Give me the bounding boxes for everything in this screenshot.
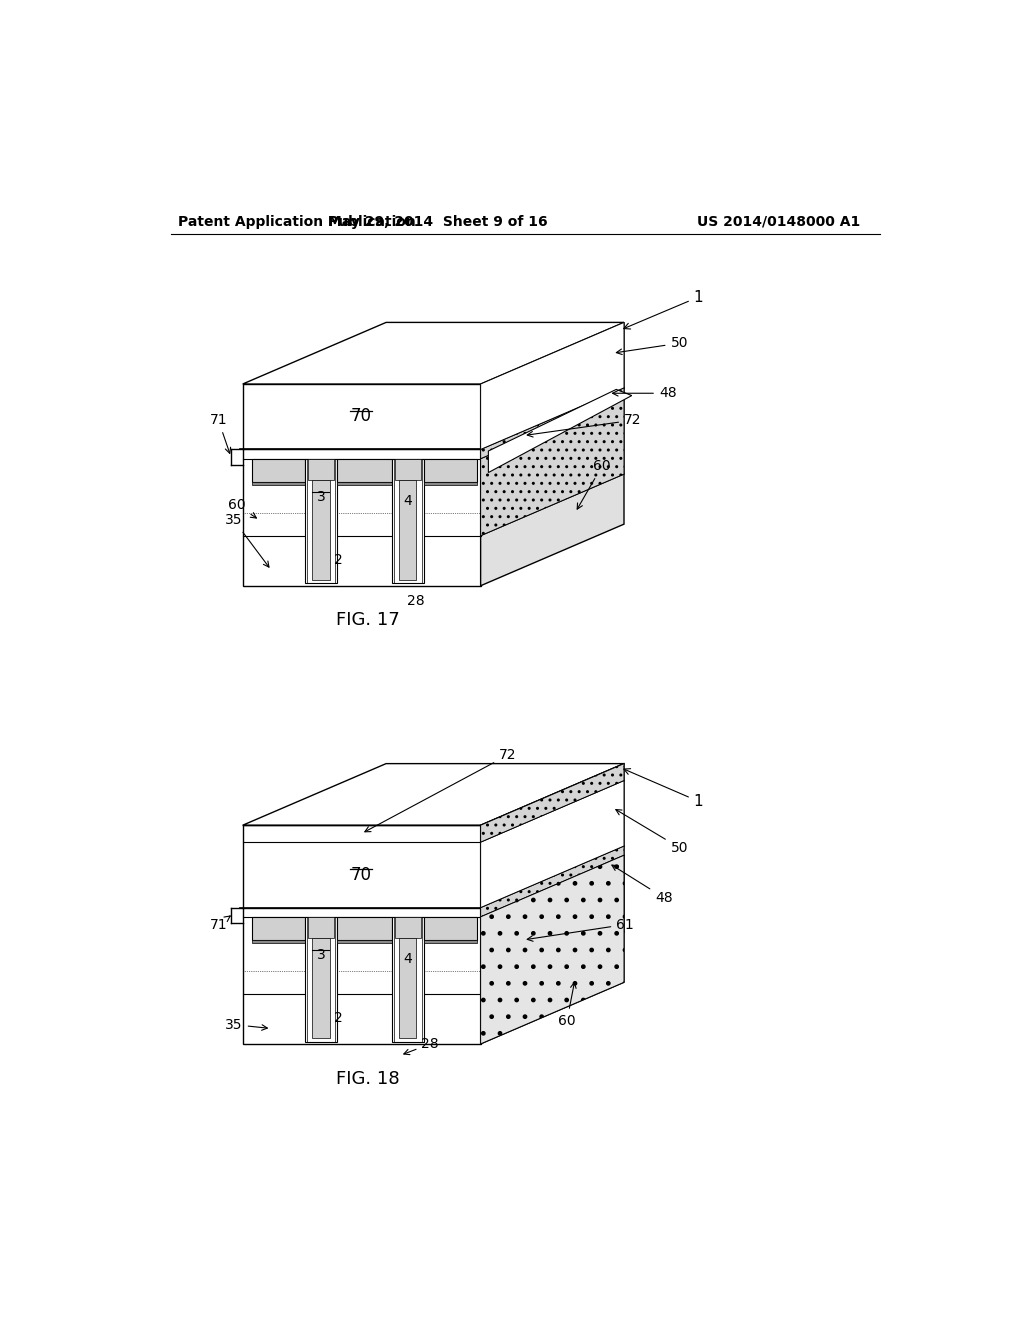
Polygon shape [305, 917, 337, 1041]
Text: 28: 28 [407, 594, 424, 609]
Text: 70: 70 [351, 866, 372, 883]
Polygon shape [394, 459, 421, 480]
Text: Patent Application Publication: Patent Application Publication [178, 215, 416, 228]
Text: 71: 71 [210, 413, 230, 453]
Polygon shape [391, 459, 424, 583]
Polygon shape [337, 482, 391, 484]
Text: 48: 48 [612, 865, 673, 904]
Polygon shape [252, 459, 305, 482]
Text: 2: 2 [334, 1011, 342, 1026]
Polygon shape [480, 763, 624, 1044]
Text: 3: 3 [316, 490, 326, 504]
Polygon shape [480, 780, 624, 908]
Polygon shape [480, 322, 624, 449]
Text: 35: 35 [225, 513, 269, 568]
Polygon shape [312, 939, 330, 1038]
Polygon shape [399, 480, 417, 579]
Text: 61: 61 [527, 917, 634, 941]
Polygon shape [488, 389, 632, 473]
Polygon shape [312, 480, 330, 579]
Polygon shape [243, 763, 624, 825]
Text: 70: 70 [351, 408, 372, 425]
Polygon shape [424, 459, 477, 482]
Text: 50: 50 [616, 337, 688, 355]
Text: 48: 48 [612, 387, 677, 400]
Text: 28: 28 [403, 1038, 439, 1055]
Text: 72: 72 [365, 748, 516, 832]
Polygon shape [337, 940, 391, 942]
Text: 72: 72 [527, 413, 641, 437]
Text: 60: 60 [578, 459, 610, 510]
Text: 4: 4 [403, 952, 412, 966]
Polygon shape [305, 459, 337, 583]
Text: 60: 60 [228, 498, 256, 517]
Polygon shape [480, 388, 624, 459]
Polygon shape [337, 459, 391, 482]
Polygon shape [399, 939, 417, 1038]
Polygon shape [391, 917, 424, 1041]
Polygon shape [252, 940, 305, 942]
Polygon shape [480, 855, 624, 1044]
Text: 35: 35 [225, 1018, 267, 1032]
Text: US 2014/0148000 A1: US 2014/0148000 A1 [697, 215, 860, 228]
Polygon shape [308, 917, 334, 939]
Polygon shape [480, 855, 624, 994]
Polygon shape [480, 322, 624, 586]
Polygon shape [424, 917, 477, 940]
Polygon shape [252, 917, 305, 940]
Text: 2: 2 [334, 553, 342, 568]
Polygon shape [308, 459, 334, 480]
Polygon shape [243, 322, 624, 384]
Text: May 29, 2014  Sheet 9 of 16: May 29, 2014 Sheet 9 of 16 [328, 215, 548, 228]
Text: 1: 1 [624, 768, 703, 809]
Polygon shape [424, 940, 477, 942]
Text: 50: 50 [615, 809, 688, 854]
Polygon shape [424, 482, 477, 484]
Text: 60: 60 [558, 982, 577, 1028]
Polygon shape [243, 825, 480, 1044]
Text: 71: 71 [210, 916, 230, 932]
Polygon shape [243, 384, 480, 586]
Text: FIG. 17: FIG. 17 [336, 611, 400, 630]
Text: 3: 3 [316, 948, 326, 962]
Polygon shape [480, 397, 624, 536]
Polygon shape [480, 763, 624, 842]
Text: 4: 4 [403, 494, 412, 508]
Text: 1: 1 [624, 289, 703, 329]
Polygon shape [394, 917, 421, 939]
Polygon shape [252, 482, 305, 484]
Text: FIG. 18: FIG. 18 [337, 1069, 400, 1088]
Polygon shape [337, 917, 391, 940]
Polygon shape [480, 846, 624, 917]
